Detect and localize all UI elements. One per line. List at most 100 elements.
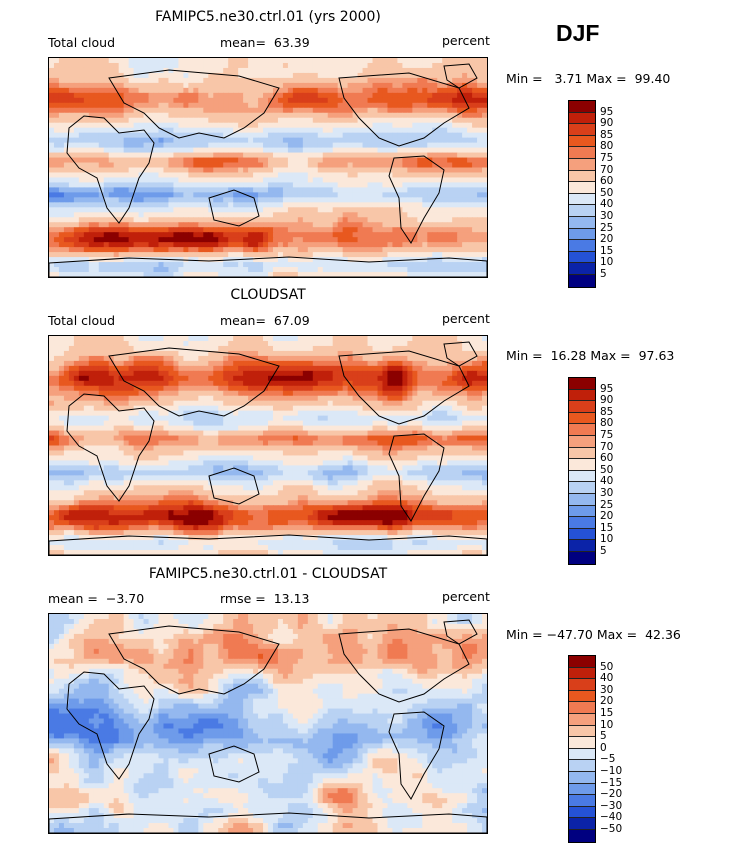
colorbar-box xyxy=(569,702,595,714)
colorbar-box xyxy=(569,170,595,183)
panel-1-title: FAMIPC5.ne30.ctrl.01 (yrs 2000) xyxy=(155,9,381,25)
colorbar-box xyxy=(569,713,595,726)
coastline xyxy=(338,628,470,703)
colorbar-box xyxy=(569,806,595,819)
panel-2-variable-label: Total cloud xyxy=(48,313,116,328)
colorbar-tick-label: 25 xyxy=(600,221,614,234)
panel-2-minmax: Min = 16.28 Max = 97.63 xyxy=(506,348,675,363)
colorbar-tick-label: 90 xyxy=(600,394,614,407)
panel-3-minmax: Min = −47.70 Max = 42.36 xyxy=(506,627,681,642)
coastline xyxy=(49,256,487,277)
colorbar-box xyxy=(569,656,595,668)
colorbar-box xyxy=(569,182,595,194)
colorbar-tick-label: 75 xyxy=(600,152,614,164)
colorbar-tick-label: −50 xyxy=(600,823,623,835)
coastline xyxy=(388,711,445,800)
colorbar-tick-label: −40 xyxy=(600,811,623,824)
colorbar-box xyxy=(569,158,595,171)
panel-2-units-label: percent xyxy=(442,311,490,326)
colorbar-tick-label: 0 xyxy=(600,741,607,754)
coastline xyxy=(66,115,155,224)
colorbar-box xyxy=(569,829,595,842)
colorbar-box xyxy=(569,435,595,448)
panel-1-mean-label: mean= 63.39 xyxy=(220,35,310,50)
colorbar-tick-label: 20 xyxy=(600,233,614,246)
colorbar-tick-label: 15 xyxy=(600,244,614,257)
panel-3-map xyxy=(48,613,488,834)
panel-2-mean-label: mean= 67.09 xyxy=(220,313,310,328)
colorbar-box xyxy=(569,818,595,830)
colorbar-tick-label: 50 xyxy=(600,660,614,673)
coastline xyxy=(108,625,280,695)
colorbar-tick-label: 40 xyxy=(600,198,614,211)
colorbar-box xyxy=(569,251,595,264)
panel-1-map xyxy=(48,57,488,278)
colorbar-tick-label: 75 xyxy=(600,429,614,441)
colorbar-tick-label: 5 xyxy=(600,545,607,557)
colorbar-box xyxy=(569,135,595,148)
colorbar-tick-label: 25 xyxy=(600,498,614,511)
colorbar-tick-label: 15 xyxy=(600,707,614,719)
coastline xyxy=(443,341,478,367)
coastline xyxy=(208,189,260,227)
colorbar-tick-label: 90 xyxy=(600,117,614,130)
colorbar-box xyxy=(569,667,595,680)
colorbar-tick-label: −20 xyxy=(600,788,623,801)
colorbar-box xyxy=(569,459,595,471)
panel-3-rmse-label: rmse = 13.13 xyxy=(220,591,310,606)
colorbar-box xyxy=(569,725,595,738)
coastline xyxy=(108,347,280,417)
coastline xyxy=(388,433,445,522)
colorbar-box xyxy=(569,737,595,749)
colorbar-box xyxy=(569,517,595,529)
colorbar-tick-label: 30 xyxy=(600,683,614,696)
colorbar-box xyxy=(569,493,595,506)
coastline xyxy=(66,393,155,502)
colorbar-tick-label: 50 xyxy=(600,463,614,476)
coastline xyxy=(338,72,470,147)
panel-3-map-canvas xyxy=(49,614,487,833)
coastline xyxy=(66,671,155,780)
colorbar-box xyxy=(569,378,595,390)
colorbar-box xyxy=(569,193,595,206)
coastline xyxy=(443,63,478,89)
colorbar-tick-label: 60 xyxy=(600,452,614,465)
coastline xyxy=(388,155,445,244)
panel-2-colorbar xyxy=(568,377,596,565)
colorbar-box xyxy=(569,389,595,402)
colorbar-tick-label: 85 xyxy=(600,405,614,418)
coastline xyxy=(49,534,487,555)
colorbar-tick-label: 95 xyxy=(600,105,614,118)
coastline xyxy=(208,745,260,783)
colorbar-tick-label: 80 xyxy=(600,140,614,153)
colorbar-box xyxy=(569,424,595,436)
colorbar-box xyxy=(569,101,595,113)
colorbar-box xyxy=(569,124,595,136)
panel-2-map xyxy=(48,335,488,556)
colorbar-box xyxy=(569,771,595,784)
colorbar-box xyxy=(569,216,595,229)
colorbar-box xyxy=(569,263,595,275)
season-label: DJF xyxy=(556,20,600,46)
colorbar-tick-label: 20 xyxy=(600,695,614,708)
colorbar-tick-label: −15 xyxy=(600,776,623,789)
panel-1-units-label: percent xyxy=(442,33,490,48)
colorbar-tick-label: −5 xyxy=(600,753,616,766)
colorbar-tick-label: 15 xyxy=(600,521,614,534)
coastline xyxy=(208,467,260,505)
colorbar-box xyxy=(569,205,595,217)
colorbar-box xyxy=(569,147,595,159)
colorbar-box xyxy=(569,783,595,796)
colorbar-box xyxy=(569,470,595,483)
colorbar-tick-label: 5 xyxy=(600,268,607,280)
colorbar-tick-label: 70 xyxy=(600,440,614,453)
colorbar-tick-label: 95 xyxy=(600,382,614,395)
panel-1-minmax: Min = 3.71 Max = 99.40 xyxy=(506,71,671,86)
colorbar-tick-label: 85 xyxy=(600,128,614,141)
colorbar-box xyxy=(569,412,595,425)
colorbar-tick-label: 10 xyxy=(600,718,614,731)
colorbar-box xyxy=(569,240,595,252)
colorbar-box xyxy=(569,112,595,125)
colorbar-tick-label: 70 xyxy=(600,163,614,176)
colorbar-tick-label: 80 xyxy=(600,417,614,430)
